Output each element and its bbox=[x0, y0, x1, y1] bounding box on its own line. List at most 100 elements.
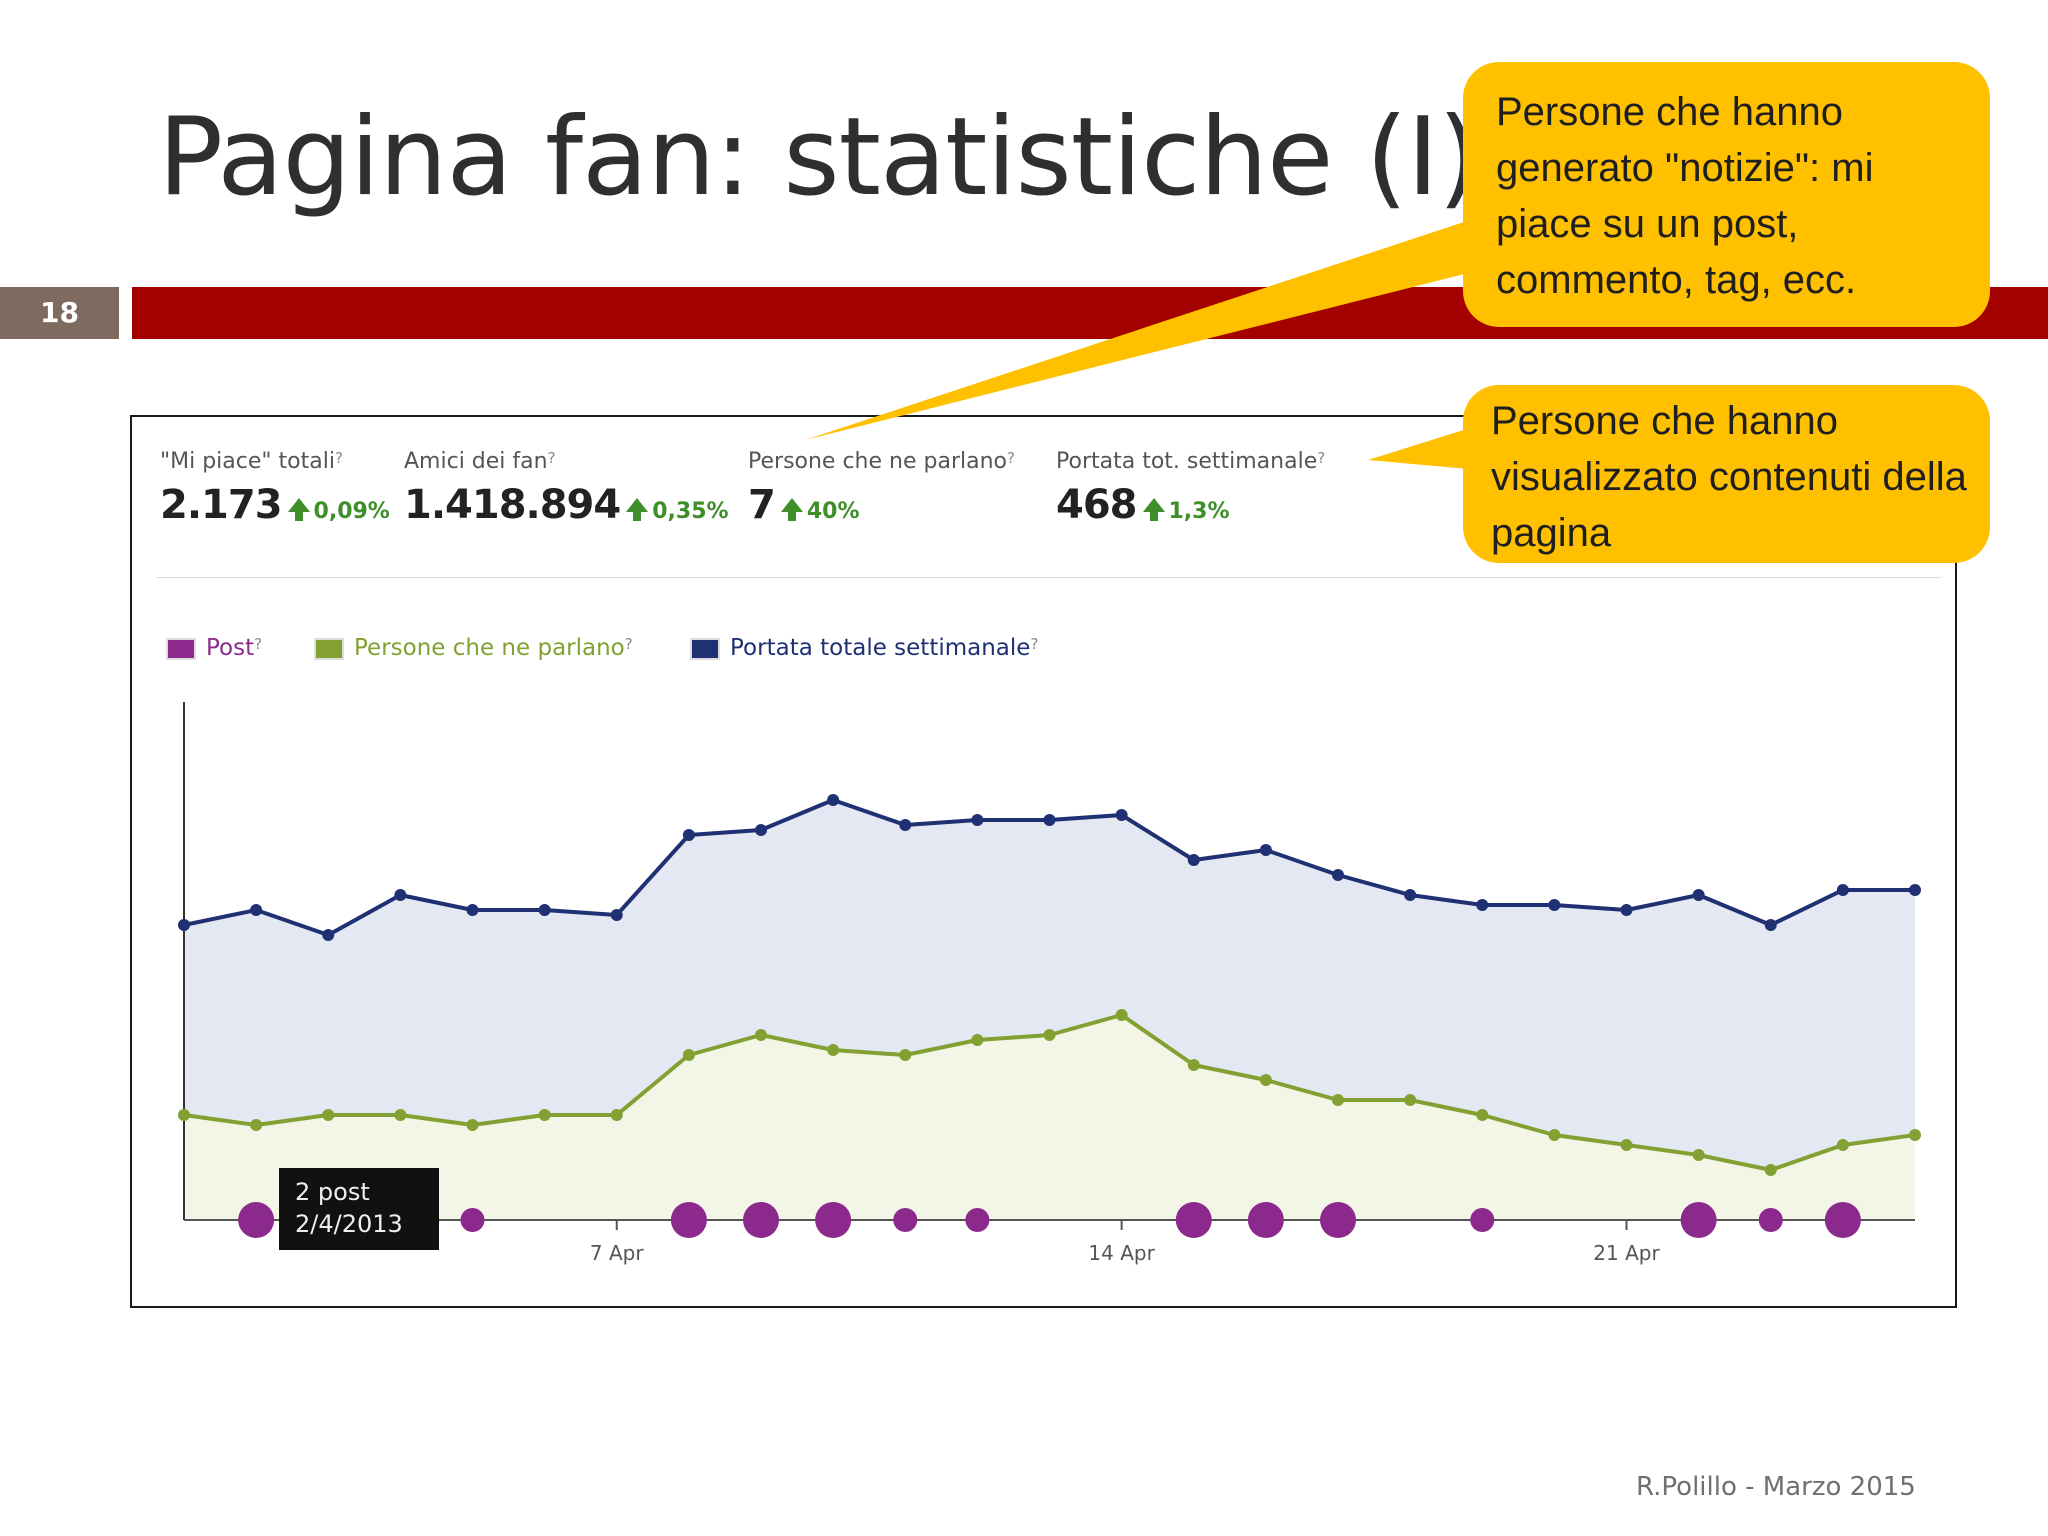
talking-point bbox=[1259, 1074, 1272, 1086]
talking-point bbox=[1620, 1139, 1633, 1151]
post-dot bbox=[743, 1202, 779, 1238]
slide-title: Pagina fan: statistiche (I) bbox=[158, 95, 1480, 220]
talking-point bbox=[1043, 1029, 1056, 1041]
help-icon[interactable]: ? bbox=[1006, 449, 1015, 467]
reach-point bbox=[394, 889, 407, 901]
post-swatch bbox=[166, 637, 196, 660]
help-icon[interactable]: ? bbox=[1317, 449, 1326, 467]
post-dot bbox=[1824, 1202, 1861, 1238]
reach-point bbox=[1764, 919, 1777, 931]
reach-point bbox=[178, 919, 190, 931]
stat-change: 40% bbox=[806, 499, 860, 524]
reach-point bbox=[250, 904, 263, 916]
talking-point bbox=[1548, 1129, 1561, 1141]
help-icon[interactable]: ? bbox=[1030, 635, 1039, 653]
slide-number: 18 bbox=[0, 287, 119, 339]
callout-news: Persone che hanno generato "notizie": mi… bbox=[1463, 62, 1990, 327]
stat-change: 0,09% bbox=[313, 499, 390, 524]
post-dot bbox=[815, 1202, 852, 1238]
talking-point bbox=[1909, 1129, 1921, 1141]
legend-label: Post bbox=[206, 635, 255, 661]
callout-reach: Persone che hanno visualizzato contenuti… bbox=[1463, 385, 1990, 563]
tooltip-box bbox=[279, 1168, 439, 1250]
talking-point bbox=[971, 1034, 984, 1046]
help-icon[interactable]: ? bbox=[624, 635, 633, 653]
reach-point bbox=[971, 814, 984, 826]
post-dot bbox=[965, 1208, 990, 1232]
talking-point bbox=[466, 1119, 479, 1131]
tooltip-line-1: 2 post bbox=[295, 1178, 370, 1206]
talking-point bbox=[538, 1109, 551, 1121]
reach-point bbox=[899, 819, 912, 831]
help-icon[interactable]: ? bbox=[334, 449, 343, 467]
up-arrow-icon bbox=[1142, 498, 1165, 521]
talking-point bbox=[178, 1109, 190, 1121]
talking-point bbox=[1332, 1094, 1344, 1106]
reach-point bbox=[1548, 899, 1561, 911]
post-dot bbox=[670, 1202, 707, 1238]
reach-point bbox=[538, 904, 551, 916]
x-tick-label: 7 Apr bbox=[590, 1241, 644, 1265]
up-arrow-icon bbox=[626, 498, 649, 521]
stat-value: 7 bbox=[748, 482, 776, 528]
line-chart: 7 Apr 14 Apr 21 Apr 2 post 2/4/2013 bbox=[178, 702, 1921, 1265]
stat-change: 0,35% bbox=[652, 499, 729, 524]
talking-point bbox=[1764, 1164, 1777, 1176]
stat-total-likes: "Mi piace" totali? 2.173 0,09% bbox=[160, 449, 390, 528]
stat-label: Persone che ne parlano bbox=[748, 449, 1007, 474]
help-icon[interactable]: ? bbox=[254, 635, 263, 653]
talking-point bbox=[1115, 1009, 1128, 1021]
stat-weekly-reach: Portata tot. settimanale? 468 1,3% bbox=[1056, 449, 1325, 528]
reach-point bbox=[1043, 814, 1056, 826]
stat-label: Amici dei fan bbox=[404, 449, 548, 474]
legend-label: Portata totale settimanale bbox=[730, 635, 1031, 661]
talking-point bbox=[1404, 1094, 1417, 1106]
legend-item-reach[interactable]: Portata totale settimanale? bbox=[690, 635, 1038, 661]
x-tick-label: 14 Apr bbox=[1088, 1241, 1155, 1265]
reach-point bbox=[1836, 884, 1849, 896]
reach-point bbox=[1476, 899, 1489, 911]
post-dot bbox=[1175, 1202, 1212, 1238]
post-dot bbox=[460, 1208, 485, 1232]
up-arrow-icon bbox=[287, 498, 310, 521]
legend-label: Persone che ne parlano bbox=[354, 635, 625, 661]
stat-value: 2.173 bbox=[160, 482, 283, 528]
post-dot bbox=[1758, 1208, 1783, 1232]
reach-point bbox=[1909, 884, 1921, 896]
reach-point bbox=[1620, 904, 1633, 916]
post-dot bbox=[238, 1202, 275, 1238]
legend-item-talking[interactable]: Persone che ne parlano? bbox=[314, 635, 633, 661]
reach-point bbox=[1187, 854, 1200, 866]
up-arrow-icon bbox=[780, 498, 803, 521]
reach-point bbox=[466, 904, 479, 916]
help-icon[interactable]: ? bbox=[547, 449, 556, 467]
reach-point bbox=[610, 909, 623, 921]
talking-swatch bbox=[314, 637, 344, 660]
legend-item-post[interactable]: Post? bbox=[166, 635, 262, 661]
reach-point bbox=[682, 829, 695, 841]
insights-screenshot: "Mi piace" totali? 2.173 0,09% Amici dei … bbox=[130, 415, 1957, 1308]
talking-point bbox=[682, 1049, 695, 1061]
talking-point bbox=[899, 1049, 912, 1061]
stat-change: 1,3% bbox=[1168, 499, 1230, 524]
talking-point bbox=[1692, 1149, 1705, 1161]
talking-area bbox=[184, 1015, 1915, 1220]
stat-label: "Mi piace" totali bbox=[160, 449, 335, 474]
talking-point bbox=[1187, 1059, 1200, 1071]
talking-point bbox=[250, 1119, 263, 1131]
reach-point bbox=[1332, 869, 1344, 881]
talking-point bbox=[755, 1029, 767, 1041]
reach-point bbox=[322, 929, 335, 941]
stat-value: 1.418.894 bbox=[404, 482, 621, 528]
post-dot bbox=[1470, 1208, 1495, 1232]
x-tick-label: 21 Apr bbox=[1593, 1241, 1660, 1265]
callout-tail-1 bbox=[805, 220, 1540, 440]
reach-point bbox=[1692, 889, 1705, 901]
stat-value: 468 bbox=[1056, 482, 1137, 528]
reach-point bbox=[1115, 809, 1128, 821]
callout-tail-2 bbox=[1368, 428, 1480, 470]
reach-point bbox=[827, 794, 840, 806]
talking-point bbox=[610, 1109, 623, 1121]
reach-point bbox=[755, 824, 767, 836]
